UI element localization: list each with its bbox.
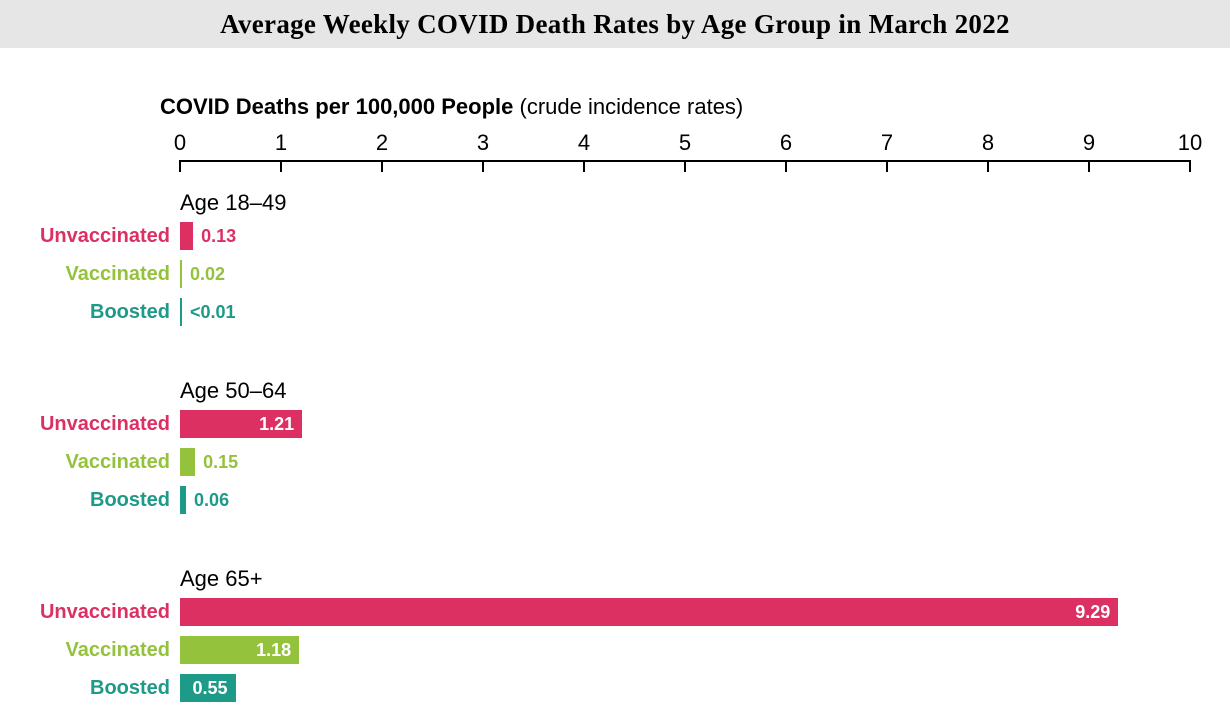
series-label-vaccinated: Vaccinated (10, 451, 170, 474)
chart-area: COVID Deaths per 100,000 People (crude i… (0, 48, 1230, 712)
x-axis-tick-label: 10 (1178, 130, 1202, 156)
chart-title: Average Weekly COVID Death Rates by Age … (220, 9, 1010, 40)
chart-title-bar: Average Weekly COVID Death Rates by Age … (0, 0, 1230, 48)
value-label: 9.29 (1075, 602, 1110, 623)
x-axis-tick (886, 160, 888, 172)
x-axis-tick (1088, 160, 1090, 172)
series-label-unvaccinated: Unvaccinated (10, 225, 170, 248)
x-axis-title-bold: COVID Deaths per 100,000 People (160, 94, 513, 119)
value-label: 0.55 (193, 678, 228, 699)
series-label-boosted: Boosted (10, 489, 170, 512)
series-label-boosted: Boosted (10, 301, 170, 324)
bar-boosted (180, 298, 182, 326)
value-label: 1.21 (259, 414, 294, 435)
value-label: 0.06 (194, 490, 229, 511)
x-axis-tick-label: 6 (780, 130, 792, 156)
bar-vaccinated (180, 260, 182, 288)
bar-unvaccinated (180, 222, 193, 250)
x-axis-tick (280, 160, 282, 172)
bar-unvaccinated (180, 598, 1118, 626)
bar-vaccinated (180, 448, 195, 476)
series-label-vaccinated: Vaccinated (10, 263, 170, 286)
x-axis-tick-label: 1 (275, 130, 287, 156)
x-axis-tick (381, 160, 383, 172)
value-label: 0.15 (203, 452, 238, 473)
x-axis-tick (482, 160, 484, 172)
x-axis-tick (179, 160, 181, 172)
x-axis-tick-label: 3 (477, 130, 489, 156)
x-axis-tick-label: 8 (982, 130, 994, 156)
age-group-label: Age 65+ (180, 566, 263, 592)
value-label: 1.18 (256, 640, 291, 661)
x-axis-tick-label: 2 (376, 130, 388, 156)
x-axis-tick-label: 7 (881, 130, 893, 156)
x-axis-tick (583, 160, 585, 172)
x-axis-title-rest: (crude incidence rates) (513, 94, 743, 119)
x-axis-tick (987, 160, 989, 172)
x-axis-tick-label: 5 (679, 130, 691, 156)
x-axis-tick-label: 0 (174, 130, 186, 156)
value-label: <0.01 (190, 302, 236, 323)
series-label-vaccinated: Vaccinated (10, 639, 170, 662)
x-axis-tick (684, 160, 686, 172)
x-axis-tick (785, 160, 787, 172)
bar-boosted (180, 486, 186, 514)
value-label: 0.02 (190, 264, 225, 285)
x-axis-tick-label: 4 (578, 130, 590, 156)
age-group-label: Age 50–64 (180, 378, 286, 404)
x-axis-tick-label: 9 (1083, 130, 1095, 156)
series-label-boosted: Boosted (10, 677, 170, 700)
x-axis-tick (1189, 160, 1191, 172)
age-group-label: Age 18–49 (180, 190, 286, 216)
series-label-unvaccinated: Unvaccinated (10, 601, 170, 624)
x-axis-title: COVID Deaths per 100,000 People (crude i… (160, 94, 743, 120)
value-label: 0.13 (201, 226, 236, 247)
series-label-unvaccinated: Unvaccinated (10, 413, 170, 436)
